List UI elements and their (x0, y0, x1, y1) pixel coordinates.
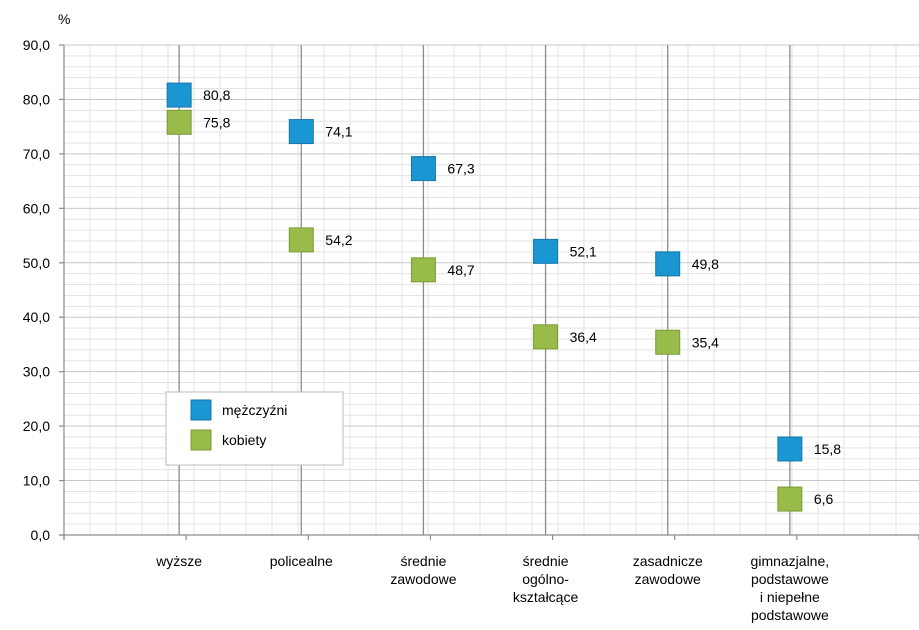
marker-mezczyzni (166, 82, 192, 108)
x-tick-label: średnie (400, 553, 446, 569)
data-label: 15,8 (814, 441, 841, 457)
x-tick-label: średnie (523, 553, 569, 569)
x-tick-label: wyższe (155, 553, 202, 569)
y-tick-label: 10,0 (23, 473, 50, 489)
y-tick-label: 80,0 (23, 91, 50, 107)
y-tick-label: 50,0 (23, 255, 50, 271)
data-label: 6,6 (814, 491, 834, 507)
y-tick-label: 60,0 (23, 200, 50, 216)
data-label: 35,4 (692, 334, 719, 350)
data-label: 74,1 (325, 124, 352, 140)
y-tick-label: 90,0 (23, 37, 50, 53)
data-label: 36,4 (570, 329, 597, 345)
legend: mężczyźni kobiety (165, 391, 344, 466)
x-tick-label: podstawowe (751, 607, 829, 623)
x-tick-label: ogólno- (522, 571, 569, 587)
y-tick-label: 40,0 (23, 309, 50, 325)
legend-swatch (190, 399, 212, 421)
legend-label: mężczyźni (222, 402, 287, 418)
chart-axes (59, 44, 919, 540)
x-tick-label: policealne (270, 553, 333, 569)
y-tick-label: 0,0 (31, 527, 51, 543)
legend-label: kobiety (222, 432, 266, 448)
marker-kobiety (410, 257, 436, 283)
marker-kobiety (533, 324, 559, 350)
data-label: 67,3 (447, 161, 474, 177)
y-tick-label: 30,0 (23, 364, 50, 380)
y-axis-tick-labels: 0,0 10,0 20,0 30,0 40,0 50,0 60,0 70,0 80,0 90,0 (23, 37, 50, 543)
marker-kobiety (655, 329, 681, 355)
marker-mezczyzni (288, 119, 314, 145)
x-tick-label: zawodowe (390, 571, 456, 587)
data-label: 52,1 (570, 243, 597, 259)
marker-mezczyzni (777, 436, 803, 462)
x-tick-label: zawodowe (635, 571, 701, 587)
y-axis-unit-label: % (58, 11, 70, 27)
legend-swatch (190, 429, 212, 451)
marker-kobiety (166, 109, 192, 135)
data-label: 48,7 (447, 262, 474, 278)
marker-mezczyzni (533, 238, 559, 264)
data-label: 80,8 (203, 87, 230, 103)
x-tick-label: zasadnicze (633, 553, 703, 569)
x-tick-label: podstawowe (751, 571, 829, 587)
x-tick-label: i niepełne (760, 589, 820, 605)
marker-kobiety (288, 227, 314, 253)
data-label: 49,8 (692, 256, 719, 272)
data-markers: 80,8 74,1 67,3 52,1 49,8 15,8 75,8 54,2 48,7 36,4… (166, 82, 841, 512)
marker-mezczyzni (410, 156, 436, 182)
y-tick-label: 20,0 (23, 418, 50, 434)
x-tick-label: gimnazjalne, (751, 553, 830, 569)
x-tick-label: kształcące (513, 589, 579, 605)
marker-mezczyzni (655, 251, 681, 277)
data-label: 75,8 (203, 114, 230, 130)
y-tick-label: 70,0 (23, 146, 50, 162)
x-axis-tick-labels: wyższe policealne średnie zawodowe średnie og… (155, 553, 829, 623)
data-label: 54,2 (325, 232, 352, 248)
marker-kobiety (777, 486, 803, 512)
